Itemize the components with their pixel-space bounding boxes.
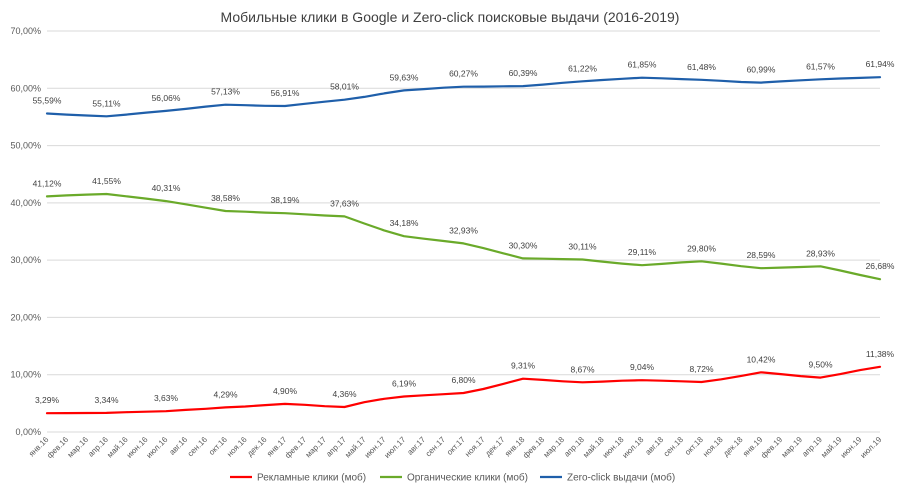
data-label: 59,63%: [390, 72, 419, 82]
data-label: 3,63%: [154, 393, 179, 403]
x-tick-label: сен.18: [662, 435, 686, 459]
x-tick-label: мар.18: [542, 435, 567, 460]
data-label: 6,19%: [392, 379, 417, 389]
data-label: 9,04%: [630, 362, 655, 372]
data-label: 28,59%: [747, 250, 776, 260]
x-tick-label: ноя.16: [225, 435, 249, 459]
data-label: 32,93%: [449, 225, 478, 235]
data-label: 37,63%: [330, 198, 359, 208]
series-line-3: [45, 76, 882, 118]
data-label: 55,59%: [33, 96, 62, 106]
y-tick-label: 10,00%: [10, 370, 41, 380]
x-tick-label: июл.19: [859, 435, 884, 460]
x-tick-label: фев.18: [521, 435, 546, 460]
data-label: 57,13%: [211, 87, 240, 97]
series-layer: [45, 76, 882, 415]
data-label: 61,48%: [687, 62, 716, 72]
x-axis: янв.16фев.16мар.16апр.16май.16июн.16июл.…: [27, 435, 884, 460]
x-tick-label: дек.16: [245, 435, 269, 459]
data-label: 56,06%: [152, 93, 181, 103]
y-tick-label: 70,00%: [10, 26, 41, 36]
x-tick-label: фев.17: [283, 435, 308, 460]
series-line-2: [45, 192, 882, 281]
data-label: 60,27%: [449, 69, 478, 79]
data-label: 40,31%: [152, 183, 181, 193]
x-tick-label: июл.17: [383, 435, 408, 460]
data-labels: 3,29% 3,34% 3,63% 4,29% 4,90% 4,36% 6,19% 6,80%…: [33, 59, 895, 405]
x-tick-label: июл.16: [145, 435, 170, 460]
data-label: 10,42%: [747, 354, 776, 364]
data-label: 38,19%: [271, 195, 300, 205]
y-tick-label: 30,00%: [10, 255, 41, 265]
x-tick-label: ноя.18: [701, 435, 725, 459]
data-label: 9,31%: [511, 361, 536, 371]
data-label: 3,34%: [94, 395, 119, 405]
legend-label: Рекламные клики (моб): [257, 472, 366, 484]
y-tick-label: 20,00%: [10, 312, 41, 322]
y-tick-label: 60,00%: [10, 83, 41, 93]
y-tick-label: 50,00%: [10, 141, 41, 151]
data-label: 58,01%: [330, 82, 359, 92]
y-axis: 0,00% 10,00% 20,00% 30,00% 40,00% 50,00% 60,00…: [10, 26, 41, 437]
data-label: 41,55%: [92, 176, 121, 186]
series-line-1: [45, 365, 882, 415]
x-tick-label: мар.17: [304, 435, 329, 460]
data-label: 8,67%: [570, 364, 595, 374]
y-tick-label: 0,00%: [15, 427, 41, 437]
y-tick-label: 40,00%: [10, 198, 41, 208]
data-label: 55,11%: [92, 98, 121, 108]
data-label: 34,18%: [390, 218, 419, 228]
chart-title: Мобильные клики в Google и Zero-click по…: [221, 9, 680, 25]
x-tick-label: дек.17: [483, 435, 507, 459]
data-label: 26,68%: [866, 261, 895, 271]
data-label: 60,39%: [509, 68, 538, 78]
x-tick-label: мар.19: [780, 435, 805, 460]
data-label: 29,80%: [687, 243, 716, 253]
legend-label: Zero-click выдачи (моб): [567, 472, 675, 484]
data-label: 4,90%: [273, 386, 298, 396]
data-label: 61,94%: [866, 59, 895, 69]
data-label: 4,29%: [213, 389, 238, 399]
x-tick-label: июл.18: [621, 435, 646, 460]
legend-label: Органические клики (моб): [407, 472, 528, 484]
x-tick-label: мар.16: [66, 435, 91, 460]
data-label: 30,11%: [568, 242, 597, 252]
data-label: 61,22%: [568, 63, 597, 73]
data-label: 30,30%: [509, 240, 538, 250]
x-tick-label: сен.16: [186, 435, 210, 459]
data-label: 8,72%: [689, 364, 714, 374]
x-tick-label: фев.19: [759, 435, 784, 460]
legend: Рекламные клики (моб) Органические клики …: [230, 472, 675, 484]
x-tick-label: фев.16: [45, 435, 70, 460]
data-label: 3,29%: [35, 395, 60, 405]
x-tick-label: сен.17: [424, 435, 448, 459]
data-label: 6,80%: [451, 375, 476, 385]
data-label: 28,93%: [806, 248, 835, 258]
data-label: 38,58%: [211, 193, 240, 203]
data-label: 61,85%: [628, 60, 657, 70]
data-label: 29,11%: [628, 247, 657, 257]
data-label: 60,99%: [747, 65, 776, 75]
data-label: 56,91%: [271, 88, 300, 98]
grid-layer: [47, 30, 880, 433]
data-label: 41,12%: [33, 178, 62, 188]
data-label: 4,36%: [332, 389, 357, 399]
x-tick-label: ноя.17: [463, 435, 487, 459]
data-label: 11,38%: [866, 349, 895, 359]
x-tick-label: дек.18: [721, 435, 745, 459]
data-label: 61,57%: [806, 61, 835, 71]
data-label: 9,50%: [808, 360, 833, 370]
